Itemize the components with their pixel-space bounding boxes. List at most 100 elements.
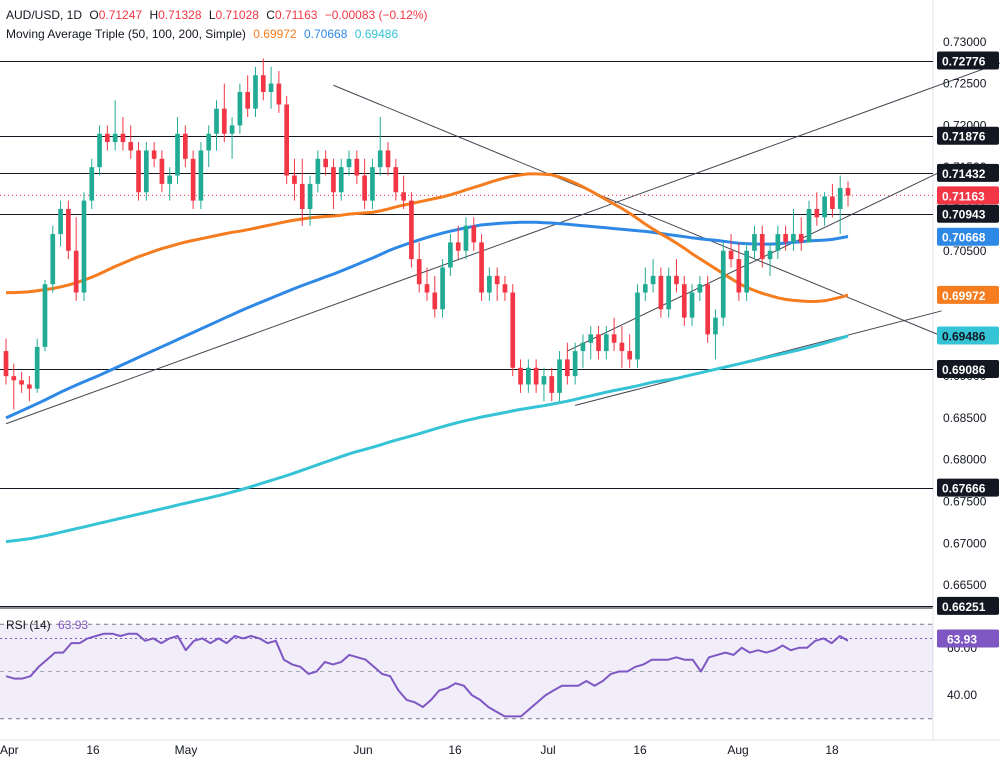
level-label-bg: [937, 478, 999, 497]
rsi-tick-label: 40.00: [947, 688, 977, 702]
time-tick-label: Aug: [727, 743, 748, 757]
ohlc-close: C0.71163: [266, 8, 318, 22]
candle-body: [775, 234, 781, 251]
level-label: 0.66251: [942, 600, 986, 614]
level-label-bg: [937, 126, 999, 145]
candle-body: [34, 346, 40, 389]
candle-body: [276, 83, 282, 105]
level-label-bg: [937, 359, 999, 378]
candle-body: [292, 175, 297, 184]
candle-body: [689, 292, 695, 318]
high-value: 0.71328: [158, 8, 202, 22]
candle-body: [338, 167, 344, 193]
level-label: 0.70943: [942, 208, 986, 222]
level-label: 0.69086: [942, 363, 986, 377]
level-label: 0.71876: [942, 130, 986, 144]
ohlc-open: O0.71247: [89, 8, 143, 22]
candle-body: [307, 183, 313, 209]
candle-body: [11, 376, 17, 381]
candle-body: [175, 133, 180, 176]
candle-body: [42, 284, 48, 347]
candle-body: [611, 334, 617, 343]
candle-body: [518, 367, 523, 385]
time-tick-label: Jul: [540, 743, 555, 757]
time-tick-label: 18: [825, 743, 839, 757]
candle-body: [767, 250, 773, 260]
trendline: [333, 84, 942, 337]
ma200-value: 0.69486: [354, 27, 399, 41]
symbol-legend: AUD/USD, 1D O0.71247 H0.71328 L0.71028 C…: [6, 8, 432, 22]
candle-body: [393, 167, 399, 193]
candle-body: [736, 259, 742, 293]
candle-body: [3, 351, 9, 377]
rsi-title: RSI (14): [6, 618, 51, 632]
level-label-bg: [937, 163, 999, 182]
rsi-line: [5, 632, 849, 718]
trendline: [5, 62, 1000, 425]
candle-body: [759, 234, 765, 260]
ma100-line: [5, 220, 849, 420]
candle-body: [128, 142, 134, 151]
candle-body: [89, 167, 95, 201]
last-price-label: 0.71163: [942, 189, 985, 203]
level-label-bg: [937, 51, 999, 70]
candle-body: [432, 292, 438, 310]
candle-body: [377, 150, 383, 168]
candle-body: [198, 150, 204, 201]
candle-body: [502, 284, 508, 293]
candle-body: [798, 234, 804, 243]
candle-body: [81, 200, 87, 293]
candle-body: [221, 108, 227, 134]
candle-body: [331, 167, 336, 193]
candle-body: [97, 133, 102, 168]
ma-legend: Moving Average Triple (50, 100, 200, Sim…: [6, 27, 402, 41]
time-tick-label: 16: [633, 743, 647, 757]
ma200-line: [5, 334, 849, 544]
candle-body: [354, 158, 360, 176]
time-tick-label: May: [175, 743, 198, 757]
candle-body: [401, 192, 406, 201]
candle-body: [588, 334, 594, 343]
candle-body: [526, 367, 531, 385]
moving-averages: [5, 172, 849, 544]
candle-body: [814, 208, 820, 218]
candle-body: [58, 208, 63, 235]
ma100-value: 0.70668: [304, 27, 348, 41]
low-value: 0.71028: [215, 8, 259, 22]
price-tick-label: 0.66500: [943, 578, 987, 592]
candle-body: [806, 208, 812, 243]
candle-body: [837, 188, 843, 209]
time-axis: Apr 16 May Jun 16 Jul 16 Aug 18: [0, 743, 839, 757]
price-tick-label: 0.70500: [943, 244, 987, 258]
candle-body: [533, 367, 539, 385]
ma50-label-bg: [937, 285, 999, 304]
candle-body: [580, 342, 586, 352]
price-tick-label: 0.67500: [943, 495, 987, 509]
candle-body: [783, 234, 788, 243]
candle-body: [627, 351, 633, 360]
rsi-value-label-bg: [937, 629, 999, 648]
level-label-bg: [937, 596, 999, 615]
candle-body: [752, 234, 757, 251]
ma200-label-bg: [937, 326, 999, 345]
level-label: 0.71432: [942, 167, 986, 181]
trendline: [567, 170, 942, 352]
candle-body: [50, 234, 56, 285]
candle-body: [245, 91, 251, 109]
close-value: 0.71163: [274, 8, 318, 22]
candle-body: [635, 292, 640, 360]
ma50-label: 0.69972: [942, 289, 986, 303]
candle-body: [253, 75, 258, 109]
price-axis: 0.730000.725000.720000.715000.710000.705…: [937, 35, 999, 702]
candle-body: [323, 158, 328, 168]
candle-body: [260, 75, 266, 92]
ma100-label-bg: [937, 227, 999, 246]
candle-body: [596, 334, 601, 352]
candle-body: [713, 317, 718, 335]
candle-body: [822, 196, 827, 218]
candle-body: [73, 250, 79, 293]
ma100-label: 0.70668: [942, 231, 986, 245]
candle-body: [603, 334, 609, 352]
candle-body: [549, 376, 555, 393]
